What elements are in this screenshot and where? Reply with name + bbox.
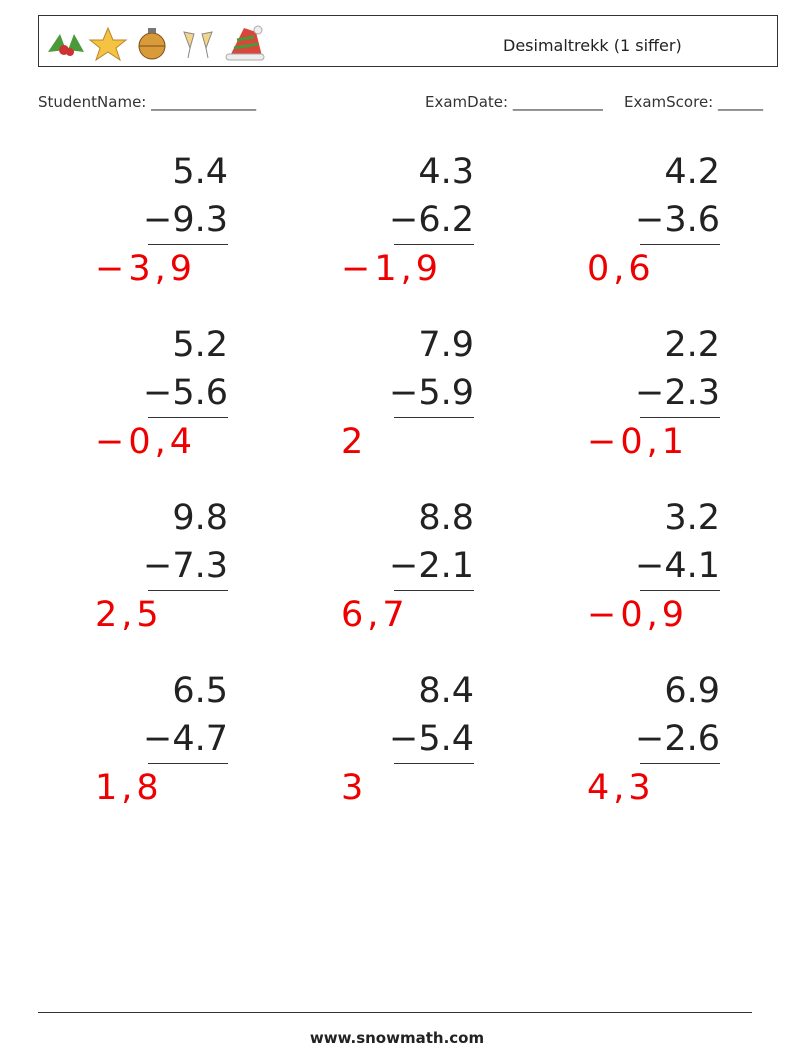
subtrahend: −2.6: [635, 719, 720, 759]
answer-rule: [394, 244, 474, 245]
subtrahend: −9.3: [143, 200, 228, 240]
answer: 3: [341, 768, 368, 808]
answer: −0,1: [587, 422, 688, 462]
answer: 6,7: [341, 595, 409, 635]
footer-rule: [38, 1012, 752, 1013]
icons: [48, 25, 265, 62]
answer-rule: [394, 763, 474, 764]
subtrahend: −2.3: [635, 373, 720, 413]
answer-rule: [640, 417, 720, 418]
glasses-icon: [183, 31, 213, 59]
student-name: StudentName: ______________: [38, 93, 257, 111]
answer: −0,4: [95, 422, 196, 462]
subtrahend: −2.1: [389, 546, 474, 586]
answer-rule: [148, 763, 228, 764]
answer: −0,9: [587, 595, 688, 635]
star-icon: [88, 26, 128, 62]
answer: 1,8: [95, 768, 163, 808]
answer-rule: [640, 763, 720, 764]
exam-date: ExamDate: ____________: [425, 93, 603, 111]
minuend: 4.3: [418, 152, 474, 192]
answer: 2: [341, 422, 368, 462]
minuend: 3.2: [664, 498, 720, 538]
hat-icon: [225, 25, 265, 61]
subtrahend: −3.6: [635, 200, 720, 240]
minuend: 5.4: [172, 152, 228, 192]
answer-rule: [148, 590, 228, 591]
answer-rule: [148, 244, 228, 245]
answer: 2,5: [95, 595, 163, 635]
answer: −3,9: [95, 249, 196, 289]
minuend: 8.8: [418, 498, 474, 538]
minuend: 2.2: [664, 325, 720, 365]
minuend: 6.9: [664, 671, 720, 711]
subtrahend: −4.7: [143, 719, 228, 759]
subtrahend: −6.2: [389, 200, 474, 240]
minuend: 5.2: [172, 325, 228, 365]
subtrahend: −5.4: [389, 719, 474, 759]
footer-url: www.snowmath.com: [309, 1029, 485, 1047]
holly-icon: [48, 34, 84, 56]
minuend: 8.4: [418, 671, 474, 711]
answer-rule: [640, 590, 720, 591]
title: Desimaltrekk (1 siffer): [503, 36, 682, 55]
subtrahend: −5.6: [143, 373, 228, 413]
minuend: 7.9: [418, 325, 474, 365]
minuend: 9.8: [172, 498, 228, 538]
answer: 0,6: [587, 249, 655, 289]
subtrahend: −4.1: [635, 546, 720, 586]
answer: 4,3: [587, 768, 655, 808]
answer-rule: [394, 417, 474, 418]
answer-rule: [394, 590, 474, 591]
answer-rule: [148, 417, 228, 418]
subtrahend: −7.3: [143, 546, 228, 586]
minuend: 4.2: [664, 152, 720, 192]
ornament-icon: [138, 28, 166, 60]
minuend: 6.5: [172, 671, 228, 711]
exam-score: ExamScore: ______: [624, 93, 763, 111]
answer: −1,9: [341, 249, 442, 289]
header-box: [38, 15, 778, 67]
answer-rule: [640, 244, 720, 245]
subtrahend: −5.9: [389, 373, 474, 413]
